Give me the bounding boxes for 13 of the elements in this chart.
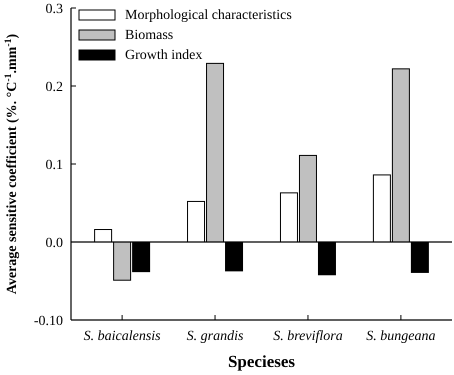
x-axis-title: Specieses [228,352,296,371]
y-tick-label: -0.10 [34,314,63,329]
x-tick-label: S. breviflora [273,329,343,344]
x-tick-label: S. grandis [186,329,244,344]
y-tick-label: 0.3 [46,2,63,17]
y-tick-label: 0.2 [46,80,63,95]
legend-label: Morphological characteristics [125,8,292,23]
legend-label: Biomass [125,28,174,43]
x-tick-label: S. baicalensis [84,329,162,344]
x-tick-label: S. bungeana [366,329,436,344]
y-tick-label: 0.0 [46,236,63,251]
legend-label: Growth index [125,48,202,63]
y-tick-label: 0.1 [46,158,63,173]
